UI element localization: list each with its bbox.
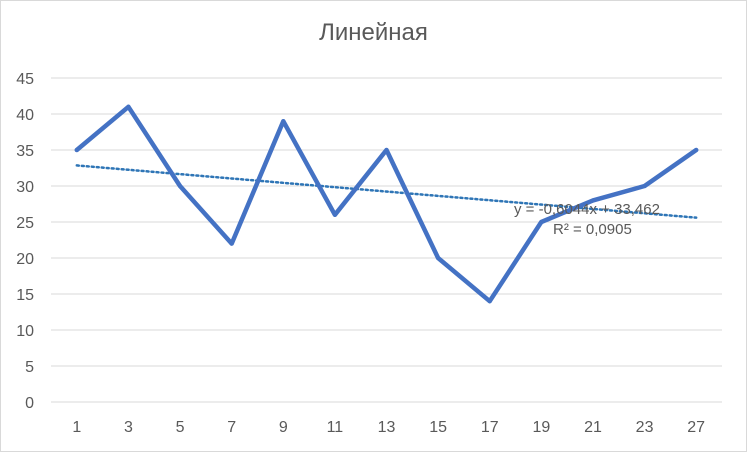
y-tick-label: 10	[16, 323, 34, 340]
x-axis-ticks: 1 3 5 7 9 11 13 15 17 19 21 23 27	[72, 419, 705, 436]
series-group	[74, 104, 699, 304]
x-tick-label: 21	[584, 419, 602, 436]
x-tick-label: 19	[532, 419, 550, 436]
x-tick-label: 13	[378, 419, 396, 436]
y-tick-label: 0	[25, 395, 34, 412]
data-point	[642, 184, 647, 188]
data-point	[487, 299, 492, 304]
data-point	[74, 148, 79, 152]
data-point	[178, 184, 183, 188]
trendline	[75, 164, 698, 219]
y-tick-label: 45	[16, 71, 34, 88]
x-tick-label: 27	[687, 419, 705, 436]
y-tick-label: 40	[16, 107, 34, 124]
y-tick-label: 25	[16, 215, 34, 232]
trendline-equation: y = -0,6044x + 33,462	[514, 201, 660, 218]
x-tick-label: 9	[279, 419, 288, 436]
chart-title: Линейная	[319, 19, 428, 46]
data-point	[229, 241, 234, 246]
data-point	[436, 256, 441, 260]
y-tick-label: 15	[16, 287, 34, 304]
data-point	[384, 148, 389, 152]
gridlines	[51, 77, 722, 403]
x-tick-label: 3	[124, 419, 133, 436]
x-tick-label: 15	[429, 419, 447, 436]
x-tick-label: 7	[227, 419, 236, 436]
x-tick-label: 23	[636, 419, 654, 436]
data-point	[694, 148, 699, 152]
y-axis-ticks: 0 5 10 15 20 25 30 35 40 45	[16, 71, 34, 412]
y-tick-label: 20	[16, 251, 34, 268]
data-point	[126, 104, 131, 109]
trendline-group	[75, 164, 698, 219]
y-tick-label: 5	[25, 359, 34, 376]
data-point	[539, 220, 544, 224]
x-tick-label: 5	[176, 419, 185, 436]
y-tick-label: 35	[16, 143, 34, 160]
data-point	[332, 212, 337, 217]
data-point	[281, 119, 286, 124]
y-tick-label: 30	[16, 179, 34, 196]
data-point	[590, 198, 595, 203]
trendline-r-squared: R² = 0,0905	[553, 221, 632, 238]
x-tick-label: 11	[327, 419, 344, 436]
x-tick-label: 17	[481, 419, 499, 436]
x-tick-label: 1	[72, 419, 81, 436]
